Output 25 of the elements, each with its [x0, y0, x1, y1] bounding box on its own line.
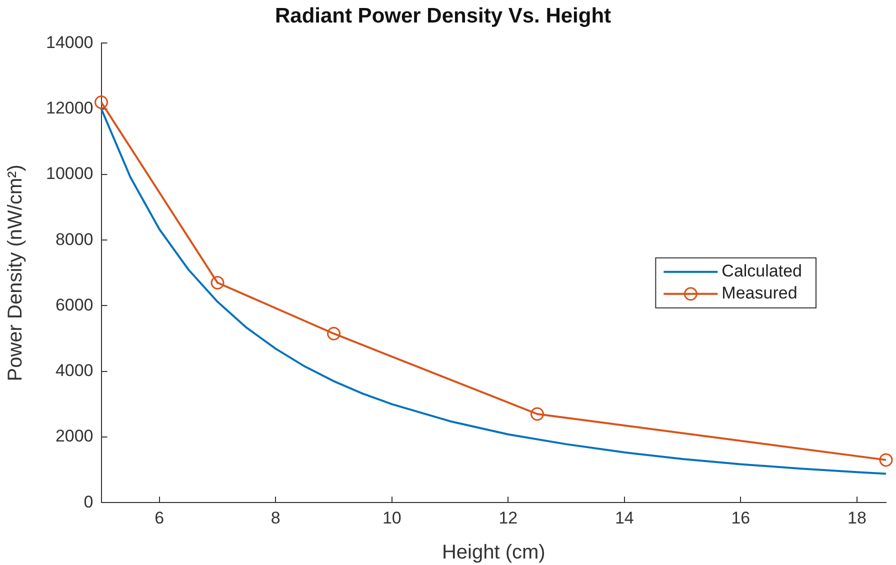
point — [94, 96, 108, 110]
point — [879, 453, 893, 467]
point — [210, 276, 224, 290]
x-tick-label: 6 — [154, 508, 164, 528]
legend-label: Measured — [722, 284, 798, 303]
point — [530, 407, 544, 421]
y-tick-label: 4000 — [55, 361, 94, 380]
y-axis-title: Power Density (nW/cm²) — [4, 164, 27, 382]
y-tick-label: 14000 — [46, 32, 94, 52]
x-tick-label: 18 — [847, 508, 866, 528]
y-tick-label: 10000 — [46, 164, 94, 184]
y-tick-label: 2000 — [55, 426, 94, 446]
x-axis-title: Height (cm) — [442, 542, 546, 564]
y-tick-label: 6000 — [55, 295, 94, 314]
chart-title: Radiant Power Density Vs. Height — [274, 4, 612, 28]
x-tick-label: 12 — [498, 508, 518, 528]
y-tick-label: 8000 — [55, 230, 94, 249]
x-tick-label: 8 — [270, 508, 280, 528]
legend-label: Calculated — [722, 262, 802, 281]
y-tick-label: 12000 — [46, 98, 94, 118]
x-tick-label: 10 — [382, 508, 402, 528]
x-tick-label: 14 — [614, 508, 634, 528]
y-tick-label: 0 — [84, 492, 94, 512]
point — [327, 326, 341, 340]
x-tick-label: 16 — [731, 508, 750, 528]
